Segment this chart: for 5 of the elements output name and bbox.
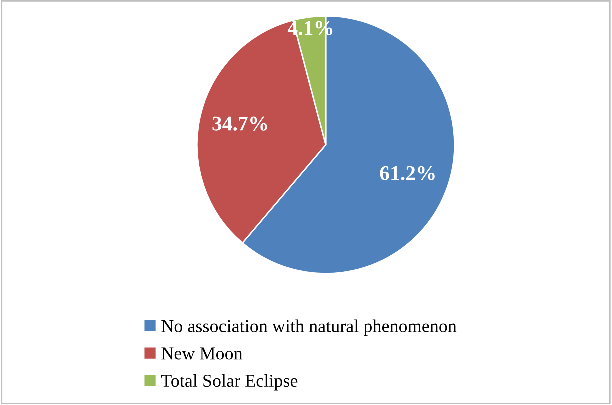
legend-label: New Moon xyxy=(162,348,243,360)
data-label: 61.2% xyxy=(380,166,435,180)
legend-label: Total Solar Eclipse xyxy=(161,374,298,391)
legend-label: No association with natural phenomenon xyxy=(162,320,457,336)
data-label: 34.7% xyxy=(212,116,268,131)
